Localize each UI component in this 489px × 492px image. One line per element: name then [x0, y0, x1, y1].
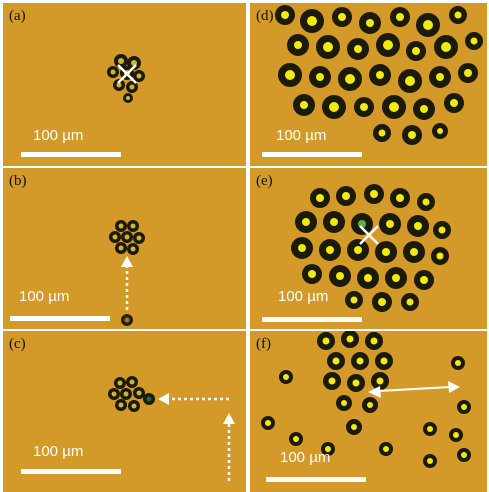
trajectory-arrow	[121, 256, 133, 310]
cross-marker	[359, 225, 379, 245]
panel-label: (e)	[256, 173, 273, 189]
panel-f: (f) 100 µm	[250, 331, 487, 492]
scale-bar	[21, 469, 121, 474]
micrograph-b	[3, 168, 246, 329]
panel-e: (e) 100 µm	[250, 168, 487, 329]
droplet-field	[275, 5, 483, 145]
scale-bar	[262, 317, 362, 322]
cross-marker	[117, 64, 137, 84]
droplet-cluster	[108, 376, 155, 412]
panel-b: (b) 100 µm	[3, 168, 246, 329]
scale-bar	[262, 152, 362, 157]
scale-text: 100 µm	[19, 288, 70, 305]
micrograph-d	[250, 3, 487, 166]
micrograph-f	[250, 331, 487, 492]
panel-label: (b)	[9, 173, 27, 189]
panel-c: (c) 100 µm	[3, 331, 246, 492]
scale-bar	[21, 152, 121, 157]
scale-text: 100 µm	[276, 127, 327, 144]
droplet-stream	[261, 331, 471, 468]
scale-bar	[266, 477, 366, 482]
scale-text: 100 µm	[278, 288, 329, 305]
panel-label: (d)	[256, 8, 274, 24]
droplet-cluster	[109, 220, 145, 255]
panel-label: (a)	[9, 8, 26, 24]
scale-bar	[10, 316, 110, 321]
micrograph-e	[250, 168, 487, 329]
panel-a: (a) 100 µm	[3, 3, 246, 166]
displacement-arrow	[368, 381, 460, 398]
panel-label: (c)	[9, 336, 26, 352]
micrograph-c	[3, 331, 246, 492]
micrograph-a	[3, 3, 246, 166]
scale-text: 100 µm	[33, 127, 84, 144]
panel-label: (f)	[256, 336, 271, 352]
panel-d: (d) 100 µm	[250, 3, 487, 166]
scale-text: 100 µm	[280, 449, 331, 466]
trajectory-arrow	[158, 393, 235, 481]
scale-text: 100 µm	[33, 443, 84, 460]
droplet-cluster	[291, 184, 451, 312]
